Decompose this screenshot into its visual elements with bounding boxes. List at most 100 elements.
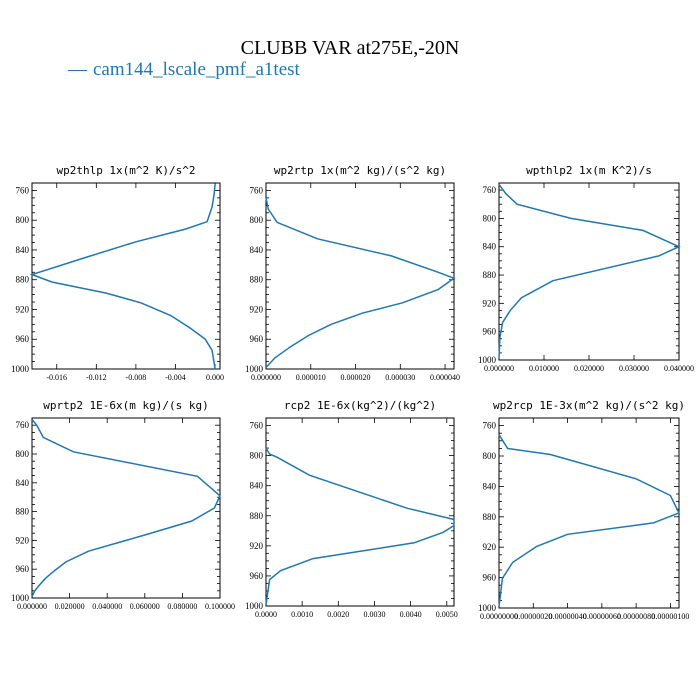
y-tick-label: 760: [250, 185, 264, 195]
panel-title: wp2thlp 1x(m^2 K)/s^2: [56, 164, 195, 177]
y-tick-label: 840: [483, 242, 497, 252]
y-tick-label: 800: [483, 213, 497, 223]
panel-title: wprtp2 1E-6x(m kg)/(s kg): [43, 399, 209, 412]
y-tick-label: 840: [250, 481, 264, 491]
y-tick-label: 880: [16, 507, 30, 517]
x-tick-label: 0.020000: [574, 364, 604, 373]
plot-frame: [265, 417, 455, 607]
y-tick-label: 960: [250, 571, 264, 581]
x-tick-label: 0.0040: [400, 610, 422, 619]
y-tick-label: 920: [250, 304, 264, 314]
y-tick-label: 800: [250, 451, 264, 461]
x-tick-label: 0.00000080: [617, 612, 655, 621]
x-tick-label: 0.00000100: [651, 612, 689, 621]
y-tick-label: 760: [250, 421, 264, 431]
x-tick-label: 0.000030: [385, 373, 415, 382]
x-tick-label: 0.00000000: [480, 612, 518, 621]
y-tick-label: 760: [483, 185, 497, 195]
x-tick-label: 0.00000040: [549, 612, 587, 621]
x-tick-label: -0.008: [126, 373, 147, 382]
y-tick-label: 760: [16, 420, 30, 430]
x-tick-label: 0.0020: [327, 610, 349, 619]
y-tick-label: 920: [250, 541, 264, 551]
x-tick-label: 0.040000: [664, 364, 694, 373]
y-tick-label: 920: [483, 298, 497, 308]
x-tick-label: 0.0050: [436, 610, 458, 619]
x-tick-label: 0.000020: [341, 373, 371, 382]
y-tick-label: 960: [250, 334, 264, 344]
x-tick-label: -0.004: [165, 373, 186, 382]
panel-3: wpthlp2 1x(m K^2)/s 760 800 840 880 920 960 100…: [478, 164, 694, 373]
y-tick-label: 800: [16, 449, 30, 459]
x-tick-label: -0.016: [46, 373, 67, 382]
x-tick-label: 0.020000: [55, 602, 85, 611]
panel-title: wp2rcp 1E-3x(m^2 kg)/(s^2 kg): [493, 399, 685, 412]
legend-line-icon: —: [68, 59, 87, 80]
x-tick-label: -0.012: [86, 373, 107, 382]
y-tick-label: 880: [483, 270, 497, 280]
legend: — cam144_lscale_pmf_a1test: [68, 59, 300, 81]
series-line: [29, 184, 216, 370]
y-tick-label: 880: [16, 275, 30, 285]
y-tick-label: 1000: [11, 593, 30, 603]
y-tick-label: 1000: [478, 355, 497, 365]
plot-frame: [498, 417, 680, 609]
y-tick-label: 960: [16, 334, 30, 344]
panel-6: wp2rcp 1E-3x(m^2 kg)/(s^2 kg) 760 800 840 88…: [478, 399, 689, 621]
panel-title: wpthlp2 1x(m K^2)/s: [526, 164, 652, 177]
figure-title: CLUBB VAR at275E,-20N: [240, 37, 460, 59]
series-line: [31, 418, 221, 597]
y-tick-label: 1000: [478, 603, 497, 613]
y-tick-label: 800: [250, 215, 264, 225]
x-tick-label: 0.000010: [296, 373, 326, 382]
panel-2: wp2rtp 1x(m^2 kg)/(s^2 kg) 760 800 840 880 92…: [245, 164, 460, 382]
x-tick-label: 0.0010: [291, 610, 313, 619]
y-tick-label: 880: [250, 511, 264, 521]
x-tick-label: 0.040000: [92, 602, 122, 611]
y-tick-label: 760: [483, 421, 497, 431]
y-tick-label: 840: [16, 478, 30, 488]
plot-frame: [265, 182, 455, 370]
x-tick-label: 0.0000: [255, 610, 277, 619]
x-tick-label: 0.000: [206, 373, 224, 382]
panel-1: wp2thlp 1x(m^2 K)/s^2 760 800 840 880 920 960 1…: [11, 164, 224, 382]
x-tick-label: 0.0030: [363, 610, 385, 619]
y-tick-label: 960: [483, 327, 497, 337]
y-tick-label: 920: [16, 535, 30, 545]
y-tick-label: 920: [483, 542, 497, 552]
y-tick-label: 920: [16, 304, 30, 314]
x-tick-label: 0.000000: [17, 602, 47, 611]
y-tick-label: 880: [250, 275, 264, 285]
x-tick-label: 0.000040: [430, 373, 460, 382]
series-line: [265, 447, 455, 605]
x-tick-label: 0.00000060: [583, 612, 621, 621]
panel-title: wp2rtp 1x(m^2 kg)/(s^2 kg): [274, 164, 446, 177]
series-line: [498, 434, 681, 607]
x-tick-label: 0.010000: [529, 364, 559, 373]
x-tick-label: 0.060000: [130, 602, 160, 611]
panel-4: wprtp2 1E-6x(m kg)/(s kg) 760 800 840 880 920…: [11, 399, 235, 611]
y-tick-label: 760: [16, 185, 30, 195]
plot-frame: [31, 417, 221, 599]
y-tick-label: 880: [483, 512, 497, 522]
x-tick-label: 0.000000: [251, 373, 281, 382]
x-tick-label: 0.00000020: [514, 612, 552, 621]
y-tick-label: 840: [16, 245, 30, 255]
y-tick-label: 1000: [245, 364, 264, 374]
y-tick-label: 840: [250, 245, 264, 255]
panel-5: rcp2 1E-6x(kg^2)/(kg^2) 760 800 840 880 920 96…: [245, 399, 458, 619]
series-line: [498, 183, 681, 359]
y-tick-label: 1000: [245, 601, 264, 611]
y-tick-label: 960: [483, 573, 497, 583]
x-tick-label: 0.000000: [484, 364, 514, 373]
panel-title: rcp2 1E-6x(kg^2)/(kg^2): [284, 399, 436, 412]
y-tick-label: 800: [483, 451, 497, 461]
legend-label: cam144_lscale_pmf_a1test: [93, 59, 300, 80]
y-tick-label: 800: [16, 215, 30, 225]
x-tick-label: 0.080000: [167, 602, 197, 611]
series-line: [265, 197, 456, 369]
plot-frame: [31, 182, 221, 370]
y-tick-label: 960: [16, 564, 30, 574]
x-tick-label: 0.100000: [205, 602, 235, 611]
